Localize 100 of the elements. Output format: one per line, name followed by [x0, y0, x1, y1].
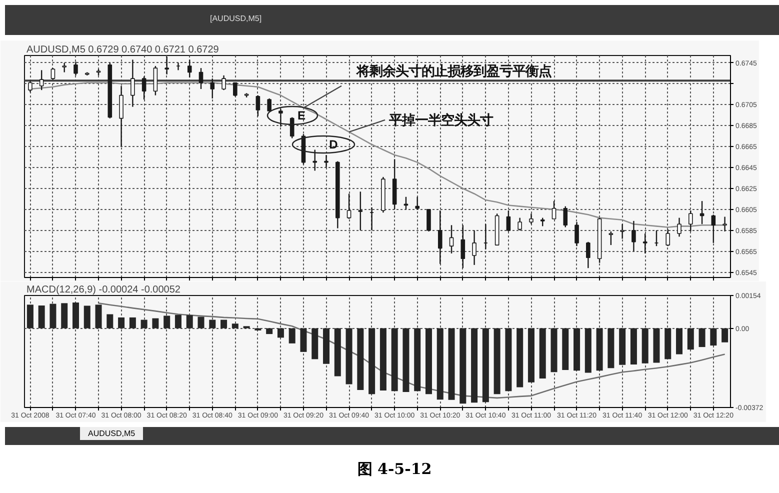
bar — [106, 314, 114, 328]
candlestick — [529, 213, 534, 225]
candlestick — [518, 217, 522, 231]
annotation: D — [329, 138, 338, 152]
candlestick — [50, 67, 56, 80]
bar — [118, 317, 125, 328]
bar — [346, 328, 352, 384]
bar — [528, 328, 534, 382]
candlestick — [358, 191, 363, 231]
candlestick — [210, 78, 215, 100]
bar — [596, 328, 603, 371]
bar — [95, 304, 102, 328]
line-series — [98, 302, 726, 399]
candlestick — [187, 59, 192, 78]
annotation: 平掉一半空头头寸 — [388, 112, 494, 128]
bar — [72, 302, 79, 328]
candlestick — [256, 94, 260, 117]
bar — [516, 328, 524, 388]
bar — [664, 328, 672, 360]
bar — [619, 328, 626, 365]
bar — [698, 328, 706, 348]
candlestick — [449, 224, 454, 254]
bar — [402, 328, 410, 392]
bar — [232, 324, 238, 328]
candlestick — [346, 193, 352, 220]
annotation: 将剩余头寸的止损移到盈亏平衡点 — [355, 63, 552, 78]
candlestick — [700, 200, 704, 225]
bar — [26, 304, 34, 328]
bar — [414, 328, 421, 392]
bar — [368, 328, 376, 394]
bar — [61, 303, 68, 328]
candlestick — [586, 241, 590, 269]
candlestick — [563, 206, 568, 228]
candlestick — [688, 210, 693, 232]
candlestick — [642, 232, 648, 254]
candlestick — [142, 76, 146, 100]
candlestick — [506, 210, 511, 232]
candlestick — [222, 74, 226, 91]
bar — [312, 328, 318, 360]
bar — [722, 328, 728, 342]
bar — [630, 328, 637, 364]
bar — [471, 328, 478, 403]
bar — [448, 328, 455, 400]
chart-title: AUDUSD,M5 0.6729 0.6740 0.6721 0.6729 — [26, 44, 220, 56]
chart-title: MACD(12,26,9) -0.00024 -0.00052 — [26, 284, 181, 296]
bar — [380, 328, 386, 390]
bar — [129, 317, 136, 328]
bar — [277, 328, 284, 338]
candlestick — [632, 220, 636, 252]
bar — [425, 328, 432, 394]
bar — [152, 318, 159, 328]
bar — [209, 320, 216, 328]
candlestick — [62, 62, 67, 73]
bar — [300, 328, 307, 352]
bar — [164, 316, 170, 328]
bar — [494, 328, 500, 394]
candlestick — [552, 200, 556, 220]
text: [AUDUSD,M5] — [210, 13, 262, 24]
bar — [562, 328, 569, 370]
candlestick — [39, 70, 44, 91]
bar — [140, 320, 148, 328]
candlestick — [153, 65, 158, 96]
bar — [550, 328, 558, 372]
annotation: E — [298, 108, 306, 122]
bar — [642, 328, 648, 364]
bar — [710, 328, 717, 346]
bar — [220, 320, 228, 328]
candlestick — [438, 210, 442, 264]
candlestick — [620, 223, 624, 240]
bar — [288, 328, 296, 344]
candlestick — [198, 67, 204, 90]
bar — [505, 328, 512, 392]
text: AUDUSD,M5 — [80, 427, 144, 440]
bar — [174, 314, 182, 328]
bar — [50, 304, 56, 328]
bar — [357, 328, 364, 390]
bar — [460, 328, 466, 404]
bar — [676, 328, 683, 354]
candlestick — [130, 59, 135, 108]
candlestick — [415, 196, 420, 210]
candlestick — [608, 230, 614, 246]
bar — [323, 328, 330, 364]
bar — [687, 328, 694, 350]
candlestick — [119, 85, 124, 148]
caption: 图 4-5-12 — [357, 459, 432, 480]
bar — [391, 328, 398, 392]
candlestick — [426, 208, 431, 232]
bar — [84, 306, 90, 328]
bar — [653, 328, 660, 363]
candlestick — [460, 224, 466, 269]
bar — [584, 328, 592, 373]
candlestick — [574, 221, 579, 247]
candlestick — [711, 214, 716, 244]
candlestick — [28, 80, 32, 93]
bar — [334, 328, 341, 376]
bar — [266, 328, 273, 334]
bar — [198, 316, 204, 328]
candlestick — [722, 216, 727, 232]
bar — [574, 328, 580, 371]
candlestick — [666, 228, 670, 247]
